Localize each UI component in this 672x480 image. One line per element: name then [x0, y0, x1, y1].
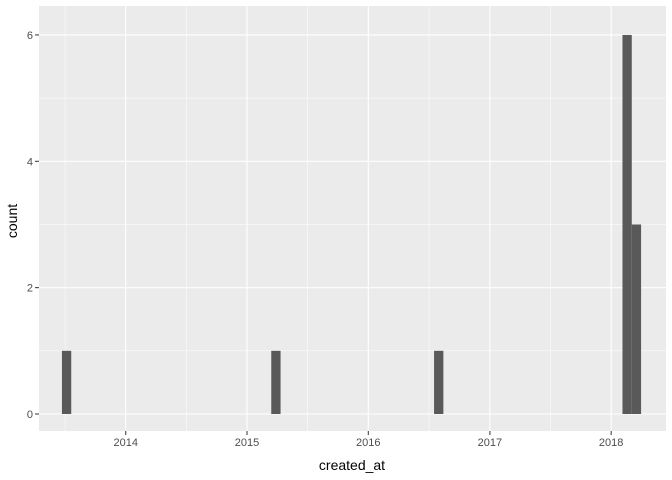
y-tick-label: 6 [27, 30, 33, 42]
histogram-bar [622, 34, 632, 414]
x-tick-label: 2015 [235, 437, 259, 449]
histogram-bar [631, 224, 642, 414]
histogram-bar [271, 350, 281, 414]
histogram-bar [61, 350, 72, 414]
y-axis: 0 2 4 6 [27, 30, 39, 421]
histogram-bar [434, 350, 444, 414]
x-tick-label: 2014 [113, 437, 137, 449]
y-tick-label: 0 [27, 409, 33, 421]
x-tick-label: 2017 [478, 437, 502, 449]
histogram-bars [61, 34, 642, 414]
x-tick-label: 2016 [356, 437, 380, 449]
major-gridlines [39, 6, 666, 431]
minor-gridlines [39, 6, 666, 431]
x-axis-title: created_at [319, 457, 385, 473]
x-axis: 2014 2015 2016 2017 2018 [113, 431, 623, 449]
plot-panel [39, 6, 666, 431]
y-axis-title: count [4, 204, 20, 238]
y-tick-label: 2 [27, 283, 33, 295]
x-tick-label: 2018 [599, 437, 623, 449]
y-tick-label: 4 [27, 156, 33, 168]
